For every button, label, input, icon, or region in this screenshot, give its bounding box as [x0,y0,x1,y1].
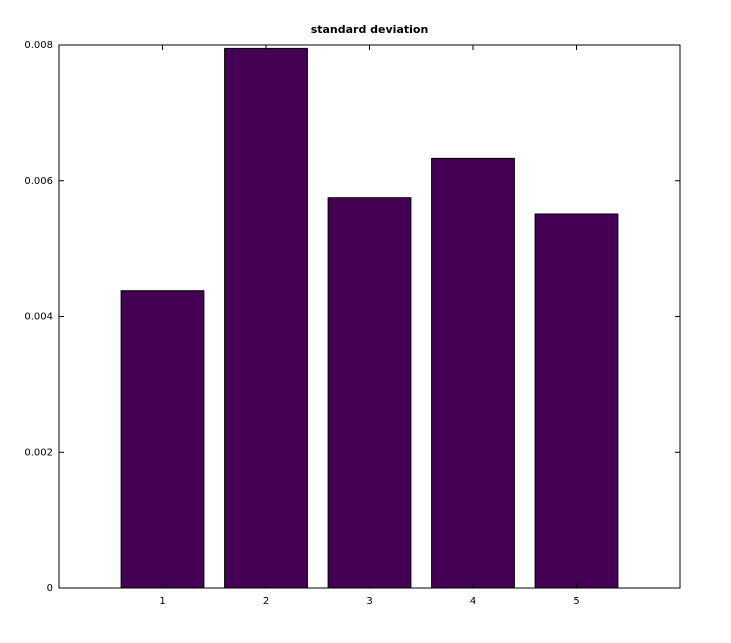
y-tick-label: 0.008 [24,40,53,51]
x-tick-label: 5 [573,596,579,607]
x-tick-label: 3 [366,596,372,607]
x-tick-label: 1 [159,596,165,607]
y-tick-label: 0 [47,583,53,594]
bar [431,157,515,589]
bar [120,290,205,589]
y-tick-label: 0.002 [24,447,53,458]
y-tick-label: 0.006 [24,176,53,187]
x-tick-label: 2 [263,596,269,607]
bar [224,47,308,589]
bar [534,213,619,589]
chart-title: standard deviation [311,23,429,36]
bar [327,197,412,589]
x-tick-label: 4 [470,596,476,607]
y-tick-label: 0.004 [24,312,53,323]
